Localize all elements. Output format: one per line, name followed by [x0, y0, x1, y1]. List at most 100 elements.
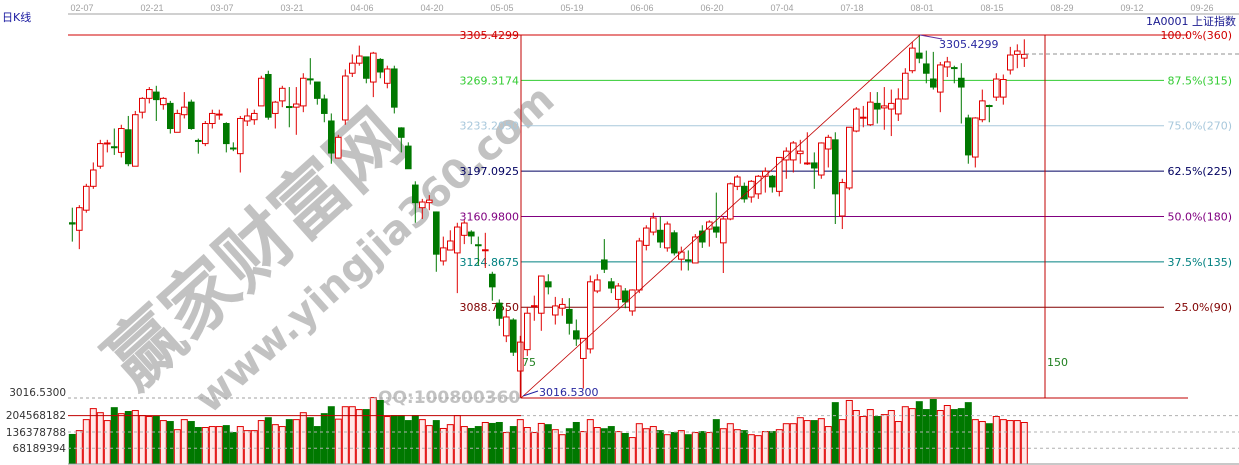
fib-trend-line[interactable] [520, 34, 921, 399]
candle [90, 162, 97, 189]
candle-body [244, 115, 251, 122]
candle-body [76, 207, 83, 231]
volume-tick-label: 204568182 [6, 410, 66, 422]
volume-bar [89, 408, 97, 465]
candle-body [706, 221, 713, 230]
volume-bar [894, 421, 902, 465]
fibonacci-overlay[interactable]: 3305.4299 100.0%(360) 3269.3174 87.5%(315) 3… [68, 29, 1232, 314]
date-tick-label: 07-04 [770, 3, 793, 13]
volume-bar [411, 415, 419, 465]
candle-body [286, 106, 293, 109]
volume-bar [362, 409, 370, 465]
candle [1000, 74, 1007, 105]
fib-price-label: 3233.2050 [460, 120, 520, 133]
volume-bar [299, 412, 307, 465]
candle-body [300, 77, 307, 107]
candle-body [811, 162, 818, 169]
volume-bar [782, 423, 790, 465]
candle [524, 306, 531, 356]
date-tick-label: 07-18 [840, 3, 863, 13]
candle [783, 147, 790, 179]
candle-body [468, 231, 475, 237]
volume-bar [355, 409, 363, 465]
candle [916, 35, 923, 64]
candle-body [608, 281, 615, 289]
volume-bar [82, 419, 90, 465]
fib-pct-label: 37.5%(135) [1167, 256, 1232, 269]
volume-bar [1020, 421, 1028, 465]
low-value-label: 3016.5300 [539, 386, 599, 399]
candle [769, 175, 776, 193]
volume-bar [96, 412, 104, 465]
candle [748, 180, 755, 203]
candle-body [713, 226, 720, 233]
volume-bar [593, 427, 601, 465]
candle-body [160, 97, 167, 106]
candle [951, 65, 958, 84]
candle [860, 105, 867, 128]
candle-body [601, 259, 608, 270]
date-tick-label: 05-19 [560, 3, 583, 13]
volume-bar [222, 425, 230, 465]
volume-bar [642, 428, 650, 465]
volume-bar [978, 421, 986, 465]
candle [867, 92, 874, 127]
candle [335, 134, 342, 159]
candle-body [447, 240, 454, 251]
candle [839, 178, 846, 230]
candle [958, 63, 965, 124]
candle-body [83, 185, 90, 211]
volume-bar [488, 422, 496, 465]
candle-body [405, 145, 412, 170]
candle [139, 97, 146, 119]
volume-bar [243, 430, 251, 465]
candle-body [237, 117, 244, 155]
volume-bar [152, 416, 160, 465]
candle-body [650, 217, 657, 233]
candle-body [1021, 53, 1028, 59]
candle [692, 234, 699, 264]
volume-bar [698, 431, 706, 465]
volume-tick-label: 68189394 [13, 443, 67, 455]
candle-body [139, 97, 146, 113]
volume-bar [887, 410, 895, 465]
candle-body [965, 117, 972, 156]
candle-body [797, 150, 804, 155]
candle-body [636, 240, 643, 291]
candle [461, 220, 468, 245]
volume-bar [145, 416, 153, 465]
volume-bar [166, 421, 174, 465]
candle-body [384, 68, 391, 84]
candle-body [629, 289, 636, 312]
candle [594, 274, 601, 294]
candle-body [188, 101, 195, 130]
volume-bar [180, 419, 188, 465]
candle [713, 192, 720, 238]
candle [293, 87, 300, 135]
fib-pct-label: 50.0%(180) [1167, 210, 1232, 223]
volume-bar [439, 427, 447, 465]
volume-bar [810, 420, 818, 465]
candle [181, 92, 188, 119]
candle-body [440, 247, 447, 262]
time-mark-75: 75 [522, 356, 536, 369]
candle [300, 73, 307, 113]
candle-body [587, 281, 594, 350]
date-tick-label: 06-06 [630, 3, 653, 13]
volume-bar [915, 401, 923, 465]
candle [188, 99, 195, 130]
candle-body [951, 67, 958, 70]
candle [923, 50, 930, 84]
period-label[interactable]: 日K线 [2, 10, 31, 24]
candle-body [412, 184, 419, 204]
candle-body [517, 341, 524, 372]
volume-bar [369, 397, 377, 465]
candle-body [90, 169, 97, 187]
volume-bar [537, 422, 545, 465]
fib-pct-label: 75.0%(270) [1167, 120, 1232, 133]
volume-bar [775, 429, 783, 465]
volume-bar [404, 420, 412, 465]
candle-body [734, 176, 741, 187]
candle [363, 56, 370, 84]
